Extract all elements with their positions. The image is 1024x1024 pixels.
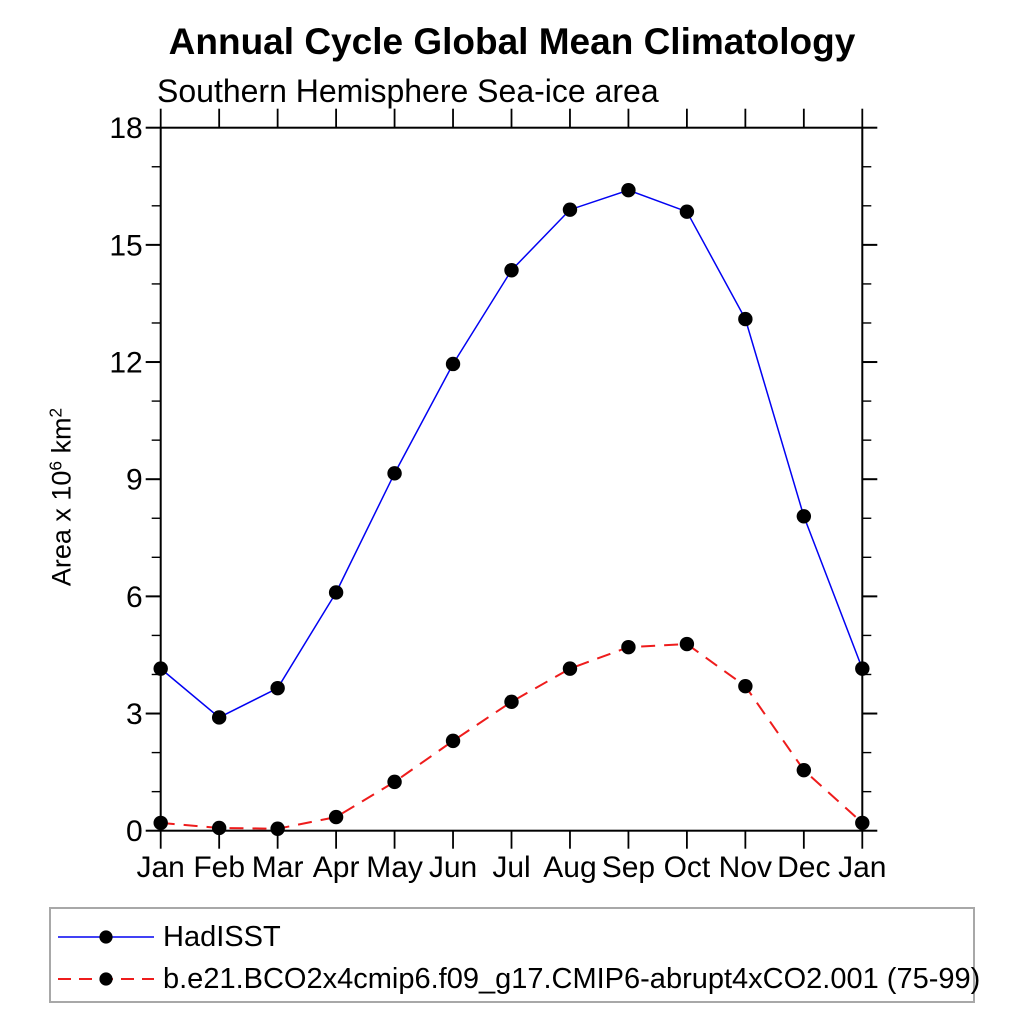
x-tick-label: Oct <box>664 851 711 884</box>
y-tick-label: 6 <box>126 581 143 614</box>
x-tick-label: Jan <box>838 851 886 884</box>
data-point-marker <box>211 710 227 725</box>
x-tick-label: Jul <box>492 851 530 884</box>
x-tick-label: Sep <box>602 851 655 884</box>
series-1 <box>153 636 870 836</box>
y-tick-label: 18 <box>109 112 142 145</box>
y-axis-tick-labels: 0 3 6 9 12 15 18 <box>109 112 142 848</box>
data-point-marker <box>328 809 344 825</box>
y-axis-ticks <box>145 126 878 832</box>
data-point-marker <box>562 661 578 676</box>
data-point-marker <box>796 509 812 524</box>
y-tick-label: 12 <box>109 347 142 380</box>
y-tick-label: 3 <box>126 698 143 731</box>
data-point-marker <box>445 733 461 749</box>
x-tick-label: Dec <box>777 851 830 884</box>
x-tick-label: Jun <box>429 851 477 884</box>
data-point-marker <box>153 815 168 831</box>
y-tick-label: 0 <box>126 815 143 848</box>
data-point-marker <box>738 678 753 694</box>
legend-swatch-solid-line-icon <box>58 930 154 944</box>
x-tick-label: Aug <box>543 851 596 884</box>
legend-label-hadisst: HadISST <box>163 920 281 953</box>
x-tick-label: Feb <box>193 851 245 884</box>
data-point-marker <box>562 202 578 217</box>
data-point-marker <box>504 263 519 278</box>
legend-entry-model: b.e21.BCO2x4cmip6.f09_g17.CMIP6-abrupt4x… <box>56 962 981 995</box>
data-point-marker <box>621 639 636 655</box>
data-point-marker <box>679 636 695 652</box>
x-tick-label: Mar <box>252 851 304 884</box>
x-axis-tick-labels: Jan Feb Mar Apr May Jun Jul Aug Sep Oct Nov Dec Jan <box>137 851 887 884</box>
data-point-marker <box>387 466 402 481</box>
plot-frame <box>159 126 864 832</box>
data-point-marker <box>621 182 636 198</box>
data-point-marker <box>328 585 344 600</box>
y-tick-label: 15 <box>109 229 142 262</box>
chart-title: Annual Cycle Global Mean Climatology <box>168 21 856 62</box>
x-axis-ticks <box>159 108 864 849</box>
data-point-marker <box>153 661 168 676</box>
data-point-marker <box>211 820 227 836</box>
data-point-marker <box>270 821 285 836</box>
chart-subtitle: Southern Hemisphere Sea-ice area <box>157 73 659 109</box>
legend: HadISST b.e21.BCO2x4cmip6.f09_g17.CMIP6-… <box>49 907 980 1003</box>
data-point-marker <box>796 762 812 778</box>
x-tick-label: Nov <box>719 851 772 884</box>
series-0 <box>153 182 870 725</box>
x-tick-label: May <box>366 851 423 884</box>
data-point-marker <box>679 204 695 219</box>
legend-swatch-dashed-line-icon <box>58 972 154 986</box>
data-point-marker <box>504 694 519 710</box>
data-point-marker <box>387 774 402 790</box>
data-point-marker <box>855 661 870 676</box>
series-line <box>160 642 863 830</box>
data-point-marker <box>445 356 461 372</box>
data-point-marker <box>855 815 870 831</box>
y-tick-label: 9 <box>126 464 143 497</box>
legend-entry-hadisst: HadISST <box>56 920 281 953</box>
data-point-marker <box>738 311 753 327</box>
x-tick-label: Apr <box>313 851 360 884</box>
data-point-marker <box>270 680 285 696</box>
legend-label-model: b.e21.BCO2x4cmip6.f09_g17.CMIP6-abrupt4x… <box>163 962 981 995</box>
x-tick-label: Jan <box>137 851 185 884</box>
